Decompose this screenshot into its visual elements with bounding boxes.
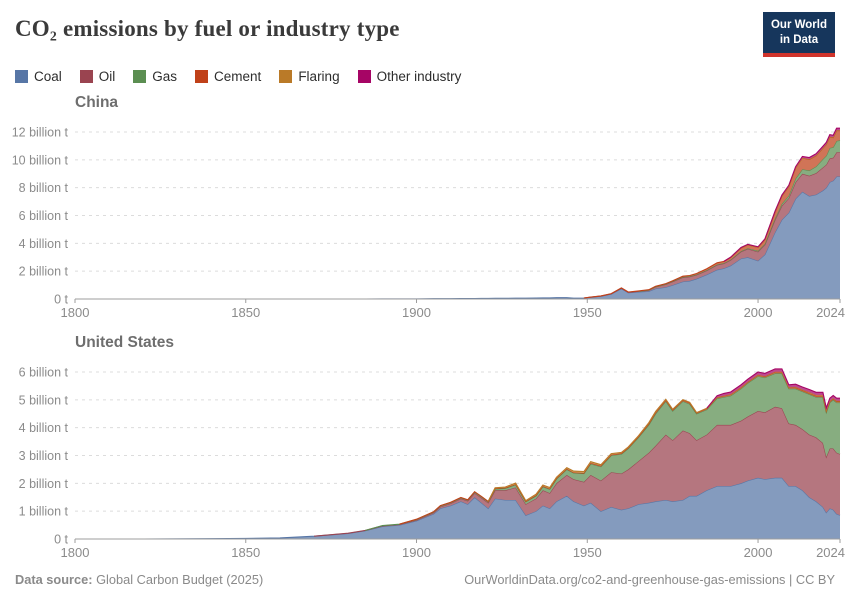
- line-other-industry: [723, 127, 840, 262]
- y-tick-label: 12 billion t: [12, 125, 69, 139]
- y-tick-label: 2 billion t: [19, 265, 69, 279]
- legend-label-other-industry: Other industry: [376, 68, 462, 84]
- area-oil: [75, 406, 840, 539]
- legend: Coal Oil Gas Cement Flaring Other industry: [0, 57, 850, 84]
- x-tick-label: 1900: [402, 545, 431, 560]
- x-tick-label: 1950: [573, 305, 602, 320]
- x-tick-label: 1850: [231, 305, 260, 320]
- y-tick-label: 3 billion t: [19, 449, 69, 463]
- legend-swatch-other-industry: [357, 69, 371, 83]
- y-tick-label: 8 billion t: [19, 181, 69, 195]
- chart-title-united-states: United States: [75, 333, 175, 351]
- footer-url[interactable]: OurWorldinData.org/co2-and-greenhouse-ga…: [464, 572, 835, 587]
- x-tick-label: 1950: [573, 545, 602, 560]
- x-tick-label: 2000: [744, 305, 773, 320]
- legend-swatch-oil: [79, 69, 93, 83]
- chart-title-china: China: [75, 93, 119, 111]
- x-tick-label: 1800: [61, 545, 90, 560]
- data-source-line: Data source: Global Carbon Budget (2025): [15, 572, 263, 587]
- legend-item-coal[interactable]: Coal: [15, 69, 62, 84]
- legend-swatch-gas: [133, 69, 147, 83]
- chart-section-china: China 0 t 2 billion t 4 billion t 6 billion…: [0, 94, 850, 322]
- y-tick-label: 2 billion t: [19, 477, 69, 491]
- x-tick-label: 2024: [816, 305, 845, 320]
- owid-logo-line2: in Data: [779, 33, 819, 46]
- legend-swatch-coal: [15, 69, 28, 83]
- x-tick-label: 2024: [816, 545, 845, 560]
- footer: Data source: Global Carbon Budget (2025)…: [0, 572, 850, 587]
- header: CO₂ emissions by fuel or industry type O…: [0, 0, 850, 57]
- y-tick-label: 0 t: [54, 532, 68, 546]
- y-tick-label: 5 billion t: [19, 393, 69, 407]
- china-chart-canvas[interactable]: 0 t 2 billion t 4 billion t 6 billion t 8 bi…: [0, 114, 850, 322]
- legend-swatch-flaring: [279, 69, 293, 83]
- line-other-industry: [706, 368, 840, 410]
- area-coal: [75, 477, 840, 539]
- x-tick-label: 2000: [744, 545, 773, 560]
- legend-label-gas: Gas: [152, 68, 178, 84]
- x-tick-label: 1900: [402, 305, 431, 320]
- legend-label-coal: Coal: [34, 68, 62, 84]
- x-tick-label: 1800: [61, 305, 90, 320]
- y-tick-label: 10 billion t: [12, 153, 69, 167]
- legend-item-other-industry[interactable]: Other industry: [357, 68, 462, 84]
- area-gas: [75, 373, 840, 539]
- legend-item-cement[interactable]: Cement: [195, 69, 261, 84]
- page-title: CO₂ emissions by fuel or industry type: [15, 16, 400, 41]
- y-tick-label: 1 billion t: [19, 505, 69, 519]
- legend-item-flaring[interactable]: Flaring: [279, 68, 340, 84]
- data-source-label: Data source:: [15, 572, 93, 587]
- chart-section-united-states: United States 0 t 1 billion t 2 billion t 3…: [0, 334, 850, 562]
- data-source-value: Global Carbon Budget (2025): [92, 572, 264, 587]
- x-tick-label: 1850: [231, 545, 260, 560]
- legend-item-gas[interactable]: Gas: [133, 69, 177, 84]
- legend-label-cement: Cement: [214, 68, 262, 84]
- owid-logo-line1: Our World: [770, 19, 827, 31]
- y-tick-label: 4 billion t: [19, 421, 69, 435]
- y-tick-label: 6 billion t: [19, 209, 69, 223]
- y-tick-label: 4 billion t: [19, 237, 69, 251]
- legend-swatch-cement: [195, 69, 209, 83]
- legend-label-flaring: Flaring: [298, 68, 340, 84]
- owid-logo[interactable]: Our World in Data: [762, 12, 835, 57]
- y-tick-label: 6 billion t: [19, 365, 69, 379]
- legend-label-oil: Oil: [98, 68, 116, 84]
- y-tick-label: 0 t: [54, 292, 68, 306]
- legend-item-oil[interactable]: Oil: [79, 68, 116, 84]
- line-flaring: [487, 371, 840, 502]
- united-states-chart-canvas[interactable]: 0 t 1 billion t 2 billion t 3 billion t 4 bi…: [0, 354, 850, 562]
- area-coal: [75, 176, 840, 299]
